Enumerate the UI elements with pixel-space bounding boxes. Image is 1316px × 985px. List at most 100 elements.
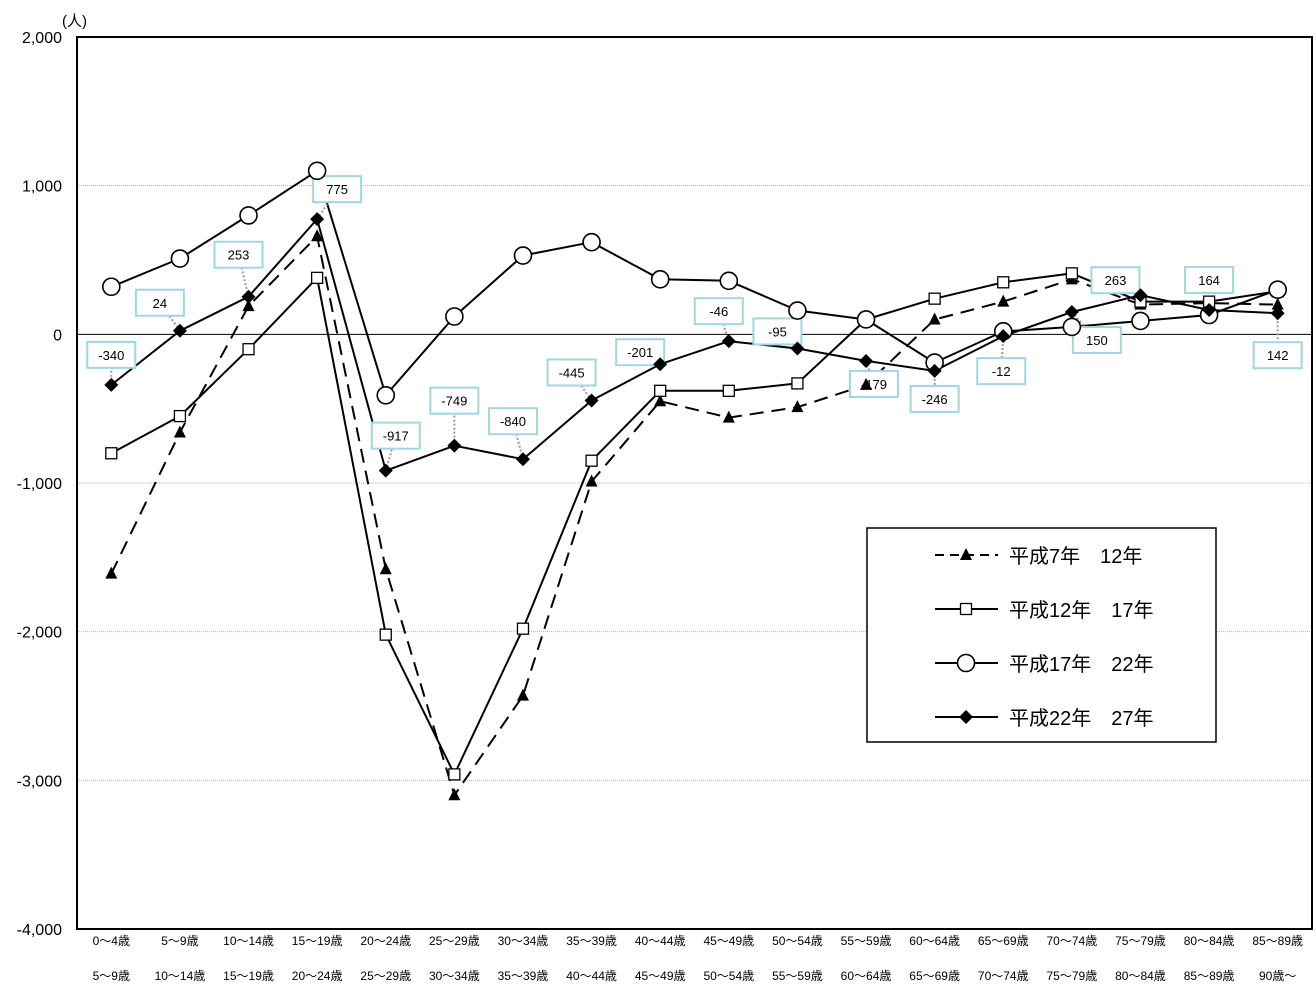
- series-line-4: [110, 218, 1278, 472]
- data-label: -749: [441, 394, 467, 409]
- data-label: 775: [326, 182, 348, 197]
- data-label-box: [312, 175, 363, 204]
- series-3-point: [856, 310, 876, 329]
- x-tick-label-to: 30～34歳: [429, 969, 480, 983]
- x-tick-label-from: 85～89歳: [1252, 934, 1303, 948]
- data-label-box: [1184, 265, 1235, 294]
- series-1-point: [654, 394, 667, 407]
- data-label: 24: [153, 296, 167, 311]
- data-label-box: [849, 369, 900, 398]
- x-tick-label-from: 15～19歳: [292, 934, 343, 948]
- data-label: -95: [768, 324, 787, 339]
- legend-marker-2: [959, 602, 973, 616]
- x-tick-label-to: 10～14歳: [155, 969, 206, 983]
- y-unit-label: (人): [62, 13, 87, 30]
- data-label-box: [1090, 266, 1141, 295]
- data-label-box: [546, 358, 597, 387]
- data-label-box: [1071, 326, 1122, 355]
- series-3-point: [1062, 317, 1082, 337]
- series-4-point: [310, 212, 325, 227]
- x-tick-label-to: 70～74歳: [978, 969, 1029, 983]
- series-4-point: [584, 393, 599, 408]
- data-label-box: [909, 384, 960, 413]
- series-4-point: [515, 452, 530, 467]
- series-3-point: [582, 232, 601, 252]
- series-4-point: [1202, 302, 1217, 317]
- y-tick-label: -4,000: [17, 922, 62, 939]
- series-4-point: [721, 334, 736, 349]
- y-tick-label: -2,000: [17, 625, 62, 642]
- data-label: -917: [383, 429, 409, 444]
- x-tick-label-from: 5～9歳: [161, 934, 198, 948]
- data-label-box: [213, 240, 264, 269]
- series-2-point: [654, 384, 667, 397]
- series-2-point: [791, 377, 804, 390]
- series-1-point: [242, 299, 255, 312]
- data-label-box: [134, 288, 185, 317]
- x-tick-label-from: 10～14歳: [223, 934, 274, 948]
- series-2-point: [928, 292, 941, 305]
- data-label-box: [693, 297, 744, 326]
- data-label-box: [976, 357, 1027, 386]
- series-4-point: [378, 463, 393, 478]
- series-3-point: [1131, 311, 1150, 331]
- x-tick-label-from: 20～24歳: [360, 934, 411, 948]
- series-1-point: [928, 312, 941, 325]
- series-1-point: [722, 410, 735, 423]
- series-markers: [102, 161, 1287, 801]
- callout-leader: [237, 254, 250, 297]
- series-3-point: [376, 385, 396, 405]
- series-2-point: [105, 447, 118, 460]
- series-4-point: [996, 329, 1011, 344]
- data-label: -246: [922, 392, 948, 407]
- x-tick-label-from: 45～49歳: [703, 934, 754, 948]
- legend-marker-1: [960, 548, 972, 560]
- series-1-point: [311, 229, 324, 242]
- series-4-point: [241, 289, 256, 304]
- series-1-point: [997, 294, 1010, 307]
- x-tick-label-to: 35～39歳: [498, 969, 549, 983]
- data-label: 253: [228, 248, 250, 263]
- data-label: 164: [1198, 273, 1220, 288]
- series-2-point: [310, 271, 324, 284]
- x-tick-label-to: 20～24歳: [292, 969, 343, 983]
- x-tick-label-to: 60～64歳: [841, 969, 892, 983]
- x-tick-label-from: 75～79歳: [1115, 934, 1166, 948]
- data-label-box: [370, 421, 421, 450]
- x-tick-label-to: 75～79歳: [1047, 969, 1098, 983]
- axes: [76, 36, 1313, 930]
- series-4-point: [104, 377, 119, 392]
- series-2-point: [997, 276, 1010, 289]
- y-tick-label: -3,000: [17, 773, 62, 790]
- y-tick-label: 0: [53, 327, 62, 344]
- series-3-point: [102, 277, 121, 297]
- x-tick-label-from: 60～64歳: [909, 934, 960, 948]
- data-label-box: [752, 317, 803, 346]
- series-1-point: [585, 474, 598, 487]
- legend-marker-3: [956, 653, 976, 673]
- series-2-point: [722, 384, 735, 397]
- legend-label-3: 平成17年 22年: [1009, 653, 1154, 676]
- y-tick-label: 1,000: [22, 179, 62, 196]
- series-2-point: [242, 343, 255, 356]
- x-tick-label-to: 50～54歳: [703, 969, 754, 983]
- data-label: -46: [709, 304, 728, 319]
- plot-frame: [76, 36, 1313, 930]
- series-1-point: [105, 566, 118, 579]
- axis-labels: 2,000 1,000 0 -1,000 -2,000 -3,000 -4,000 (人) 0～…: [17, 13, 1303, 983]
- series-1-point: [860, 377, 873, 390]
- data-label: -12: [992, 364, 1011, 379]
- series-1-point: [1271, 297, 1284, 310]
- legend-box: [866, 527, 1217, 743]
- x-tick-label-to: 55～59歳: [772, 969, 823, 983]
- legend-label-4: 平成22年 27年: [1009, 707, 1154, 730]
- x-tick-label-from: 80～84歳: [1184, 934, 1235, 948]
- data-label-box: [1252, 341, 1303, 370]
- series-4-point: [172, 323, 187, 338]
- series-1-point: [448, 788, 461, 801]
- x-tick-label-to: 80～84歳: [1115, 969, 1166, 983]
- x-tick-label-from: 30～34歳: [498, 934, 549, 948]
- x-tick-label-from: 40～44歳: [635, 934, 686, 948]
